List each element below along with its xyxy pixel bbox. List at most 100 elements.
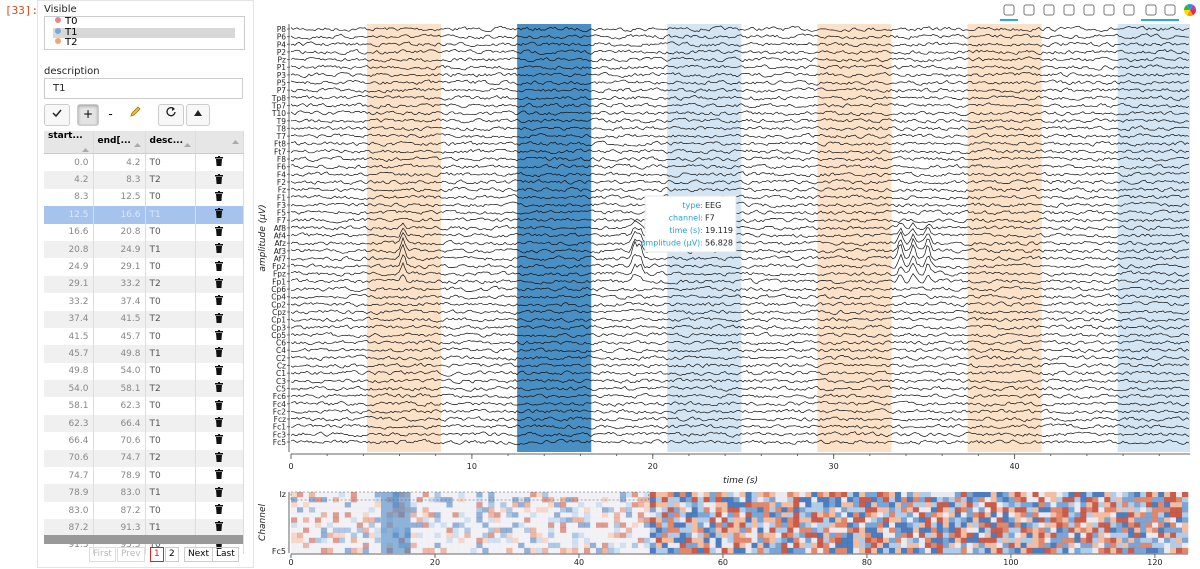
trash-icon[interactable] [215,364,223,375]
confirm-button[interactable] [44,104,70,126]
table-row[interactable]: 41.5 45.7 T0 [44,327,244,346]
delete-cell[interactable] [195,432,244,450]
trash-icon[interactable] [215,190,223,201]
delete-cell[interactable] [195,362,244,381]
delete-cell[interactable] [195,171,244,189]
page-button[interactable]: 1 [150,547,164,562]
table-row[interactable]: 12.5 16.6 T1 [44,206,244,224]
delete-cell[interactable] [195,345,244,363]
trash-icon[interactable] [215,417,223,428]
trash-icon[interactable] [215,260,223,271]
reset-button[interactable] [158,104,184,126]
trash-icon[interactable] [215,434,223,445]
sort-icon[interactable] [231,139,239,145]
trash-icon[interactable] [215,225,223,236]
table-row[interactable]: 16.6 20.8 T0 [44,223,244,241]
delete-cell[interactable] [195,206,244,224]
table-row[interactable]: 20.8 24.9 T1 [44,240,244,259]
trash-icon[interactable] [215,312,223,323]
trash-icon[interactable] [215,521,223,532]
table-row[interactable]: 87.2 91.3 T1 [44,519,244,537]
table-row[interactable]: 24.9 29.1 T0 [44,258,244,276]
toolbar-icon[interactable] [1043,4,1055,16]
remove-button[interactable]: - [108,107,113,121]
page-button[interactable]: First [89,547,116,562]
up-button[interactable] [186,104,210,126]
toolbar-icon[interactable] [1023,4,1035,16]
toolbar-icon[interactable] [1063,4,1075,16]
trash-icon[interactable] [215,156,223,167]
visible-option[interactable]: T2 [53,37,235,49]
table-row[interactable]: 33.2 37.4 T0 [44,293,244,311]
table-row[interactable]: 29.1 33.2 T2 [44,275,244,294]
delete-cell[interactable] [195,153,244,172]
trash-icon[interactable] [215,173,223,184]
page-button[interactable]: Prev [117,547,145,562]
delete-cell[interactable] [195,414,244,433]
delete-cell[interactable] [195,484,244,502]
column-header[interactable]: start... [44,131,94,154]
visible-option[interactable]: T0 [53,16,235,28]
table-row[interactable]: 54.0 58.1 T2 [44,380,244,398]
page-button[interactable]: 2 [165,547,179,562]
heatmap-cell [739,507,746,513]
trash-icon[interactable] [215,330,223,341]
trash-icon[interactable] [215,382,223,393]
delete-cell[interactable] [195,188,244,207]
sort-icon[interactable] [183,142,191,148]
table-row[interactable]: 62.3 66.4 T1 [44,414,244,433]
toolbar-icon[interactable] [1083,4,1095,16]
add-button[interactable]: + [77,104,99,126]
trash-icon[interactable] [215,399,223,410]
scrollbar[interactable] [44,535,243,544]
column-header[interactable]: end[... [93,131,146,154]
toolbar-icon[interactable] [1003,4,1015,16]
toolbar-icon[interactable] [1145,4,1157,16]
delete-cell[interactable] [195,519,244,537]
visible-list[interactable]: T0 T1 T2 [44,16,245,50]
delete-cell[interactable] [195,501,244,520]
table-row[interactable]: 45.7 49.8 T1 [44,345,244,363]
table-row[interactable]: 74.7 78.9 T0 [44,467,244,485]
delete-cell[interactable] [195,258,244,276]
sort-icon[interactable] [133,142,141,148]
table-row[interactable]: 0.0 4.2 T0 [44,153,244,172]
table-row[interactable]: 37.4 41.5 T2 [44,310,244,328]
table-row[interactable]: 70.6 74.7 T2 [44,449,244,468]
table-row[interactable]: 8.3 12.5 T0 [44,188,244,207]
description-input[interactable]: T1 [44,78,243,99]
delete-cell[interactable] [195,449,244,468]
delete-cell[interactable] [195,397,244,415]
delete-cell[interactable] [195,327,244,346]
trash-icon[interactable] [215,208,223,219]
trash-icon[interactable] [215,504,223,514]
trash-icon[interactable] [215,277,223,288]
delete-cell[interactable] [195,380,244,398]
delete-cell[interactable] [195,240,244,259]
delete-cell[interactable] [195,223,244,241]
toolbar-icon[interactable] [1123,4,1135,16]
table-row[interactable]: 49.8 54.0 T0 [44,362,244,381]
table-row[interactable]: 58.1 62.3 T0 [44,397,244,415]
trash-icon[interactable] [215,347,223,358]
trash-icon[interactable] [215,451,223,462]
edit-button[interactable] [122,104,148,126]
trash-icon[interactable] [215,469,223,480]
trash-icon[interactable] [215,295,223,306]
delete-cell[interactable] [195,467,244,485]
trash-icon[interactable] [215,486,223,497]
delete-cell[interactable] [195,293,244,311]
table-row[interactable]: 66.4 70.6 T0 [44,432,244,450]
delete-cell[interactable] [195,310,244,328]
delete-cell[interactable] [195,275,244,294]
toolbar-icon[interactable] [1103,4,1115,16]
table-row[interactable]: 83.0 87.2 T0 [44,501,244,520]
toolbar-icon[interactable] [1164,4,1176,16]
page-button[interactable]: Last [212,547,239,562]
column-header[interactable]: desc... [145,131,196,154]
trash-icon[interactable] [215,243,223,254]
table-row[interactable]: 78.9 83.0 T1 [44,484,244,502]
sort-icon[interactable] [81,147,89,153]
table-row[interactable]: 4.2 8.3 T2 [44,171,244,189]
visible-option[interactable]: T1 [53,27,235,38]
